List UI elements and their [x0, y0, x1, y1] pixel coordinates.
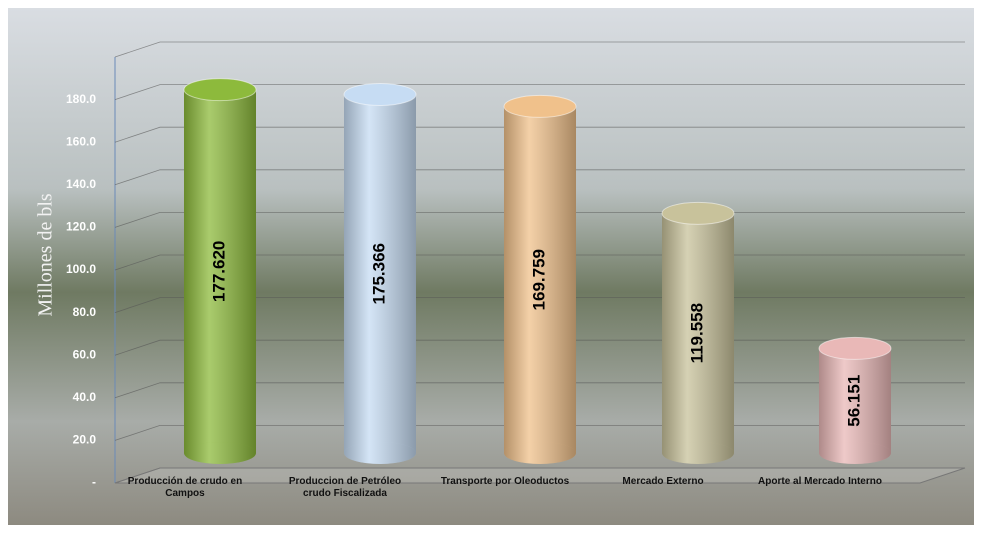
bar-shade	[819, 348, 891, 453]
y-axis-title: Millones de bls	[35, 193, 57, 317]
y-tick-label: 80.0	[73, 305, 97, 319]
bar-top	[343, 82, 417, 106]
floor	[114, 467, 966, 484]
y-tick-label: 180.0	[66, 92, 96, 106]
y-tick-label: 120.0	[66, 220, 96, 234]
bar-bottom-shade	[184, 442, 256, 464]
bar-top	[503, 94, 577, 118]
bar-shade	[184, 89, 256, 453]
bar-bottom-shade	[662, 442, 734, 464]
y-tick-label: -	[92, 475, 96, 489]
y-tick-label: 40.0	[73, 390, 97, 404]
x-tick-label: Produccion de Petróleo crudo Fiscalizada	[288, 476, 402, 499]
bar-shade	[344, 94, 416, 453]
bar-top	[183, 78, 257, 102]
value-label: 119.558	[687, 303, 706, 364]
grid-line	[114, 169, 965, 186]
grid-line	[114, 84, 965, 100]
bar-bottom-shade	[504, 442, 576, 464]
y-tick-label: 60.0	[73, 347, 97, 361]
bar-bottom-shade	[819, 442, 891, 464]
bar-bottom-shade	[344, 442, 416, 464]
x-tick-label: Transporte por Oleoductos	[440, 476, 570, 487]
y-tick-label: 20.0	[73, 433, 97, 447]
bar-top	[661, 201, 735, 225]
x-tick-label: Aporte al Mercado Interno	[758, 476, 882, 487]
x-tick-label: Mercado Externo	[622, 476, 704, 487]
x-tick-label: Producción de crudo en Campos	[127, 476, 243, 499]
background	[8, 8, 974, 525]
y-tick-label: 160.0	[66, 134, 96, 148]
bar-top	[818, 336, 892, 360]
grid-line	[114, 41, 965, 58]
value-label: 169.759	[529, 249, 548, 310]
value-label: 177.620	[209, 241, 228, 302]
y-tick-label: 140.0	[66, 177, 96, 191]
bar-shade	[504, 106, 576, 453]
bar-shade	[662, 213, 734, 453]
value-label: 175.366	[369, 243, 388, 304]
y-tick-label: 100.0	[66, 262, 96, 276]
grid-line	[114, 126, 965, 143]
value-label: 56.151	[844, 375, 863, 427]
